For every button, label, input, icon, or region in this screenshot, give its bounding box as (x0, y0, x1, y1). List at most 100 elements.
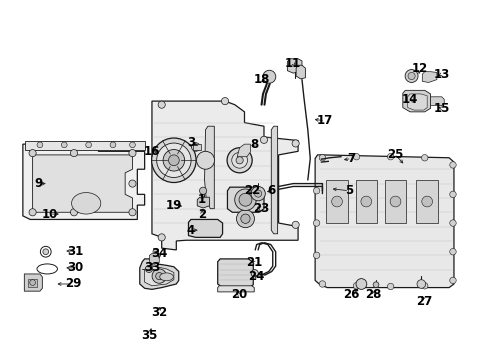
Circle shape (421, 283, 427, 289)
Polygon shape (384, 180, 406, 223)
Circle shape (158, 234, 165, 241)
Circle shape (291, 221, 299, 228)
Text: 30: 30 (67, 261, 83, 274)
Circle shape (319, 154, 325, 161)
Circle shape (163, 149, 184, 171)
Polygon shape (422, 72, 436, 82)
Text: 29: 29 (65, 278, 81, 291)
Circle shape (291, 140, 299, 147)
Text: 1: 1 (198, 193, 206, 206)
Polygon shape (204, 126, 214, 209)
Circle shape (386, 283, 393, 290)
Polygon shape (24, 274, 42, 291)
Polygon shape (287, 59, 302, 73)
Text: 25: 25 (386, 148, 403, 161)
Circle shape (151, 138, 196, 183)
Circle shape (449, 162, 455, 168)
Polygon shape (144, 266, 174, 286)
Polygon shape (402, 90, 430, 112)
Circle shape (152, 269, 166, 283)
Circle shape (331, 196, 342, 207)
Circle shape (263, 70, 275, 83)
Text: 23: 23 (253, 202, 269, 215)
Circle shape (191, 143, 200, 151)
Text: 17: 17 (316, 114, 332, 127)
Circle shape (250, 186, 265, 201)
Polygon shape (152, 101, 298, 250)
Circle shape (236, 157, 243, 164)
Text: 21: 21 (245, 256, 262, 269)
Text: 32: 32 (151, 306, 167, 319)
Circle shape (43, 249, 48, 255)
Circle shape (30, 280, 36, 285)
Text: 12: 12 (411, 62, 427, 75)
Circle shape (386, 153, 393, 160)
Circle shape (29, 209, 36, 216)
Circle shape (234, 189, 256, 211)
Polygon shape (25, 140, 144, 149)
Polygon shape (296, 65, 305, 79)
Text: 33: 33 (143, 261, 160, 274)
Circle shape (240, 214, 250, 224)
Text: 22: 22 (243, 184, 260, 197)
Polygon shape (197, 197, 209, 208)
Circle shape (353, 283, 359, 289)
Polygon shape (325, 180, 347, 223)
Circle shape (196, 151, 214, 169)
Circle shape (313, 188, 319, 194)
Circle shape (449, 191, 455, 198)
Circle shape (37, 142, 42, 148)
Polygon shape (407, 94, 427, 110)
Polygon shape (149, 253, 159, 264)
Text: 34: 34 (151, 247, 167, 260)
Circle shape (421, 154, 427, 161)
Polygon shape (217, 259, 253, 288)
Circle shape (231, 152, 247, 168)
Polygon shape (430, 97, 443, 105)
Text: 16: 16 (143, 145, 160, 158)
Polygon shape (140, 259, 179, 289)
Text: 11: 11 (285, 57, 301, 70)
Text: 28: 28 (365, 288, 381, 301)
Circle shape (129, 180, 136, 187)
Text: 9: 9 (35, 177, 43, 190)
Text: 18: 18 (253, 73, 269, 86)
Polygon shape (188, 220, 222, 237)
Text: 3: 3 (186, 136, 195, 149)
Circle shape (313, 252, 319, 258)
Circle shape (156, 143, 191, 177)
Text: 24: 24 (248, 270, 264, 283)
Circle shape (158, 101, 165, 108)
Text: 5: 5 (345, 184, 353, 197)
Circle shape (168, 155, 179, 166)
Circle shape (70, 209, 78, 216)
Circle shape (129, 209, 136, 216)
Text: 13: 13 (433, 68, 449, 81)
Text: 20: 20 (231, 288, 247, 301)
Polygon shape (28, 279, 38, 287)
Text: 26: 26 (343, 288, 359, 301)
Polygon shape (23, 144, 144, 220)
Polygon shape (271, 126, 277, 234)
Text: 2: 2 (198, 208, 206, 221)
Circle shape (239, 193, 251, 206)
Circle shape (319, 281, 325, 287)
Text: 27: 27 (416, 296, 432, 309)
Circle shape (421, 196, 432, 207)
Text: 6: 6 (266, 184, 275, 197)
Text: 15: 15 (433, 102, 449, 115)
Circle shape (254, 190, 261, 197)
Circle shape (129, 142, 135, 148)
Circle shape (155, 273, 163, 280)
Text: 4: 4 (186, 224, 195, 237)
Circle shape (449, 277, 455, 284)
Text: 35: 35 (141, 329, 157, 342)
Circle shape (199, 187, 206, 194)
Circle shape (85, 142, 91, 148)
Polygon shape (416, 180, 437, 223)
Polygon shape (33, 155, 132, 212)
Circle shape (389, 196, 400, 207)
Polygon shape (314, 155, 453, 288)
Circle shape (416, 280, 425, 288)
Circle shape (313, 220, 319, 226)
